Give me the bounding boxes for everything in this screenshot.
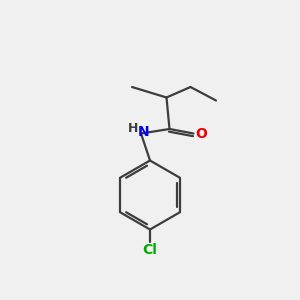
Text: H: H (128, 122, 138, 136)
Text: N: N (138, 125, 149, 139)
Text: Cl: Cl (142, 244, 158, 257)
Text: O: O (195, 127, 207, 140)
